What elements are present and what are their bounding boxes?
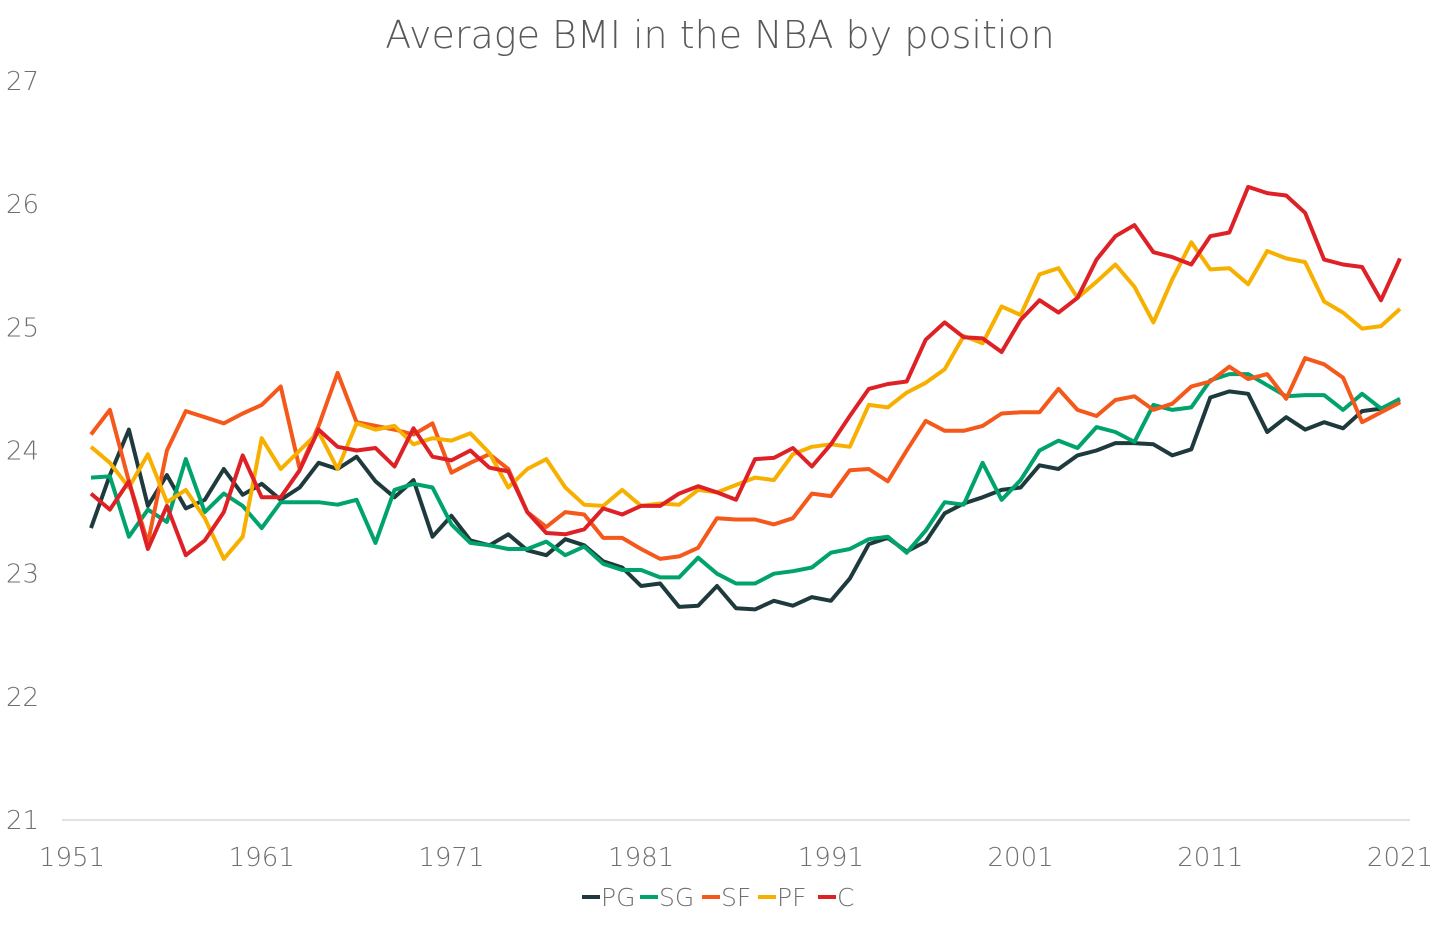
chart-title: Average BMI in the NBA by position bbox=[385, 13, 1055, 57]
x-tick-label: 2001 bbox=[987, 843, 1053, 873]
series-line-sg bbox=[90, 372, 1401, 586]
legend-item-sg[interactable]: SG bbox=[640, 883, 694, 912]
legend-item-pg[interactable]: PG bbox=[582, 883, 635, 912]
legend-label: PF bbox=[777, 883, 806, 912]
y-tick-label: 22 bbox=[6, 683, 39, 713]
x-tick-label: 1991 bbox=[798, 843, 864, 873]
x-tick-label: 2011 bbox=[1177, 843, 1243, 873]
x-tick-label: 1961 bbox=[229, 843, 295, 873]
series-line-pf bbox=[89, 240, 1402, 561]
x-axis: 1951 1961 1971 1981 1991 2001 2011 2021 bbox=[39, 843, 1433, 873]
legend-label: SF bbox=[721, 883, 751, 912]
y-axis: 21 22 23 24 25 26 27 bbox=[6, 67, 39, 836]
legend-item-sf[interactable]: SF bbox=[702, 883, 751, 912]
legend-label: PG bbox=[601, 883, 635, 912]
x-tick-label: 1981 bbox=[608, 843, 674, 873]
series-line-pg bbox=[89, 389, 1401, 612]
x-tick-label: 2021 bbox=[1367, 843, 1433, 873]
series-lines bbox=[89, 184, 1402, 612]
y-tick-label: 24 bbox=[6, 437, 39, 467]
y-tick-label: 23 bbox=[6, 560, 39, 590]
legend: PG SG SF PF C bbox=[582, 883, 854, 912]
legend-item-pf[interactable]: PF bbox=[758, 883, 806, 912]
x-tick-label: 1951 bbox=[39, 843, 105, 873]
legend-item-c[interactable]: C bbox=[818, 883, 854, 912]
series-line-c bbox=[89, 184, 1402, 558]
legend-label: C bbox=[837, 883, 854, 912]
y-tick-label: 26 bbox=[6, 190, 39, 220]
y-tick-label: 27 bbox=[6, 67, 39, 97]
y-tick-label: 21 bbox=[6, 806, 39, 836]
legend-label: SG bbox=[659, 883, 694, 912]
y-tick-label: 25 bbox=[6, 313, 39, 343]
x-tick-label: 1971 bbox=[418, 843, 484, 873]
